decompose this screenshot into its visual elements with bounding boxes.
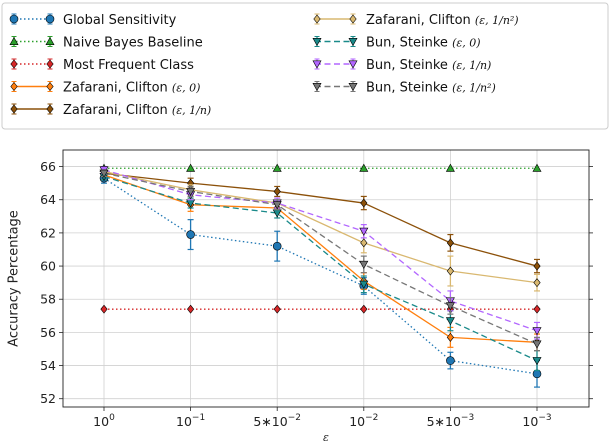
data-point xyxy=(532,327,542,336)
data-point xyxy=(187,304,195,314)
x-axis-label: ε xyxy=(323,431,329,444)
x-tick-label: 5∗10−2 xyxy=(253,413,301,429)
legend-marker xyxy=(45,14,55,24)
x-tick-label: 10−3 xyxy=(522,413,551,429)
data-point xyxy=(445,302,455,311)
legend-item: Zafarani, Clifton (ε, 1/n) xyxy=(10,103,211,118)
legend-marker xyxy=(10,59,18,69)
legend-frame xyxy=(1,2,609,130)
data-point xyxy=(446,266,454,276)
data-point xyxy=(272,241,282,251)
data-point xyxy=(100,304,108,314)
x-tick-label: 10−2 xyxy=(349,413,378,429)
data-point xyxy=(272,163,282,172)
legend-item: Bun, Steinke (ε, 1/n²) xyxy=(312,81,496,96)
legend-item: Zafarani, Clifton (ε, 1/n²) xyxy=(313,13,519,28)
y-tick-label: 52 xyxy=(40,391,56,406)
legend-label: Bun, Steinke (ε, 1/n) xyxy=(366,58,491,73)
legend-marker xyxy=(45,36,55,46)
legend-label: Global Sensitivity xyxy=(63,13,177,28)
legend-marker xyxy=(10,104,18,114)
legend-marker xyxy=(46,59,54,69)
data-point xyxy=(359,260,369,270)
legend-marker xyxy=(46,104,54,114)
legend-item: Naive Bayes Baseline xyxy=(9,36,203,51)
data-point xyxy=(186,187,196,197)
x-tick-label: 100 xyxy=(93,413,115,429)
series-1 xyxy=(99,163,542,172)
data-point xyxy=(532,163,542,172)
legend-marker xyxy=(46,82,54,91)
legend: Global Sensitivity Naive Bayes Baseline Mo… xyxy=(1,2,609,130)
y-tick-label: 54 xyxy=(40,358,56,373)
data-point xyxy=(445,317,455,326)
data-point xyxy=(532,340,542,349)
legend-marker xyxy=(348,83,358,92)
data-point xyxy=(186,163,196,172)
data-point xyxy=(360,304,368,314)
data-point xyxy=(273,304,281,314)
legend-item: Zafarani, Clifton (ε, 0) xyxy=(10,81,200,96)
data-point xyxy=(446,238,454,248)
y-tick-label: 58 xyxy=(40,292,56,307)
plot-frame xyxy=(62,149,590,408)
y-axis-label: Accuracy Percentage xyxy=(7,210,22,347)
x-tick-label: 10−1 xyxy=(176,413,205,429)
data-point xyxy=(532,357,542,366)
data-point xyxy=(533,304,541,314)
legend-item: Most Frequent Class xyxy=(10,58,194,73)
y-tick-label: 66 xyxy=(40,159,56,174)
y-tick-label: 64 xyxy=(40,192,56,207)
series-line xyxy=(103,174,538,343)
legend-marker xyxy=(348,60,358,69)
data-point xyxy=(186,230,195,239)
series-line xyxy=(103,172,538,267)
series-line xyxy=(103,172,538,345)
data-point xyxy=(360,198,368,208)
legend-item: Bun, Steinke (ε, 1/n) xyxy=(312,58,491,73)
y-tick-label: 60 xyxy=(40,259,56,274)
legend-item: Bun, Steinke (ε, 0) xyxy=(312,36,481,51)
legend-marker xyxy=(9,14,19,24)
legend-label: Zafarani, Clifton (ε, 0) xyxy=(63,81,200,96)
legend-label: Zafarani, Clifton (ε, 1/n²) xyxy=(366,13,519,28)
legend-marker xyxy=(313,14,321,24)
data-point xyxy=(533,278,541,288)
data-point xyxy=(446,332,454,342)
data-point xyxy=(359,163,369,172)
legend-marker xyxy=(349,14,357,24)
legend-marker xyxy=(312,83,322,92)
data-point xyxy=(99,169,109,178)
x-tick-label: 5∗10−3 xyxy=(427,413,475,429)
legend-marker xyxy=(312,60,322,69)
y-tick-label: 56 xyxy=(40,325,56,340)
data-point xyxy=(360,238,368,248)
data-point xyxy=(359,227,369,236)
data-point xyxy=(272,201,282,210)
series-line xyxy=(103,170,538,284)
data-point xyxy=(359,280,369,289)
legend-marker xyxy=(312,37,322,47)
legend-label: Bun, Steinke (ε, 0) xyxy=(366,36,481,51)
data-point xyxy=(273,186,281,196)
legend-marker xyxy=(348,37,358,47)
series-8 xyxy=(99,169,542,352)
legend-label: Most Frequent Class xyxy=(63,58,194,73)
data-point xyxy=(533,261,541,271)
legend-label: Bun, Steinke (ε, 1/n²) xyxy=(366,81,496,96)
legend-marker xyxy=(9,36,19,46)
plot-area: 52 54 56 58 60 62 64 66 100 10−1 5∗10−2 10−2 5∗10−3 1… xyxy=(40,149,593,429)
data-point xyxy=(445,163,455,172)
legend-label: Naive Bayes Baseline xyxy=(63,36,203,51)
legend-item: Global Sensitivity xyxy=(9,13,177,28)
legend-marker xyxy=(10,82,18,91)
y-tick-label: 62 xyxy=(40,225,56,240)
legend-label: Zafarani, Clifton (ε, 1/n) xyxy=(63,103,211,118)
data-point xyxy=(446,356,455,365)
series-line xyxy=(103,169,538,332)
series-line xyxy=(103,175,538,362)
